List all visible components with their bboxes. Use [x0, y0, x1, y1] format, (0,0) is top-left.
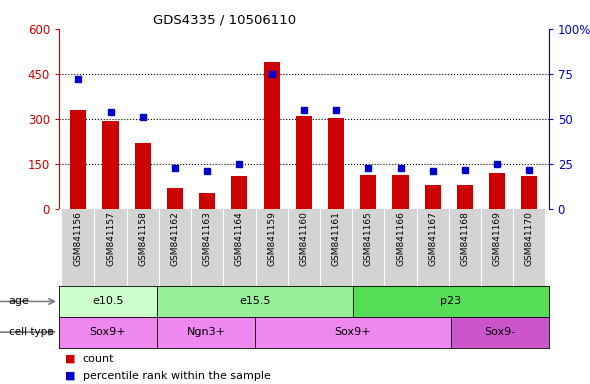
Text: GSM841156: GSM841156: [74, 212, 83, 266]
Bar: [328, 118, 344, 209]
Text: Sox9+: Sox9+: [335, 327, 371, 337]
Text: Ngn3+: Ngn3+: [186, 327, 225, 337]
Text: GSM841168: GSM841168: [460, 212, 470, 266]
Bar: [223, 209, 255, 286]
Bar: [59, 317, 157, 348]
Bar: [360, 175, 376, 209]
Text: Sox9+: Sox9+: [90, 327, 126, 337]
Text: count: count: [83, 354, 114, 364]
Text: GSM841160: GSM841160: [299, 212, 309, 266]
Bar: [255, 209, 288, 286]
Text: GSM841164: GSM841164: [235, 212, 244, 266]
Bar: [191, 209, 223, 286]
Text: cell type: cell type: [9, 327, 54, 337]
Bar: [59, 286, 157, 317]
Text: GSM841166: GSM841166: [396, 212, 405, 266]
Text: age: age: [9, 296, 30, 306]
Text: GDS4335 / 10506110: GDS4335 / 10506110: [153, 13, 296, 26]
Bar: [353, 286, 549, 317]
Text: p23: p23: [440, 296, 461, 306]
Text: Sox9-: Sox9-: [484, 327, 515, 337]
Bar: [489, 173, 505, 209]
Bar: [457, 185, 473, 209]
Bar: [449, 209, 481, 286]
Bar: [385, 209, 417, 286]
Bar: [103, 121, 119, 209]
Bar: [199, 193, 215, 209]
Text: e10.5: e10.5: [92, 296, 124, 306]
Bar: [481, 209, 513, 286]
Bar: [417, 209, 449, 286]
Bar: [296, 116, 312, 209]
Bar: [320, 209, 352, 286]
Bar: [231, 176, 247, 209]
Bar: [157, 317, 255, 348]
Text: ■: ■: [65, 354, 76, 364]
Bar: [159, 209, 191, 286]
Text: GSM841158: GSM841158: [138, 212, 148, 266]
Bar: [392, 175, 408, 209]
Bar: [288, 209, 320, 286]
Bar: [167, 188, 183, 209]
Bar: [513, 209, 546, 286]
Text: GSM841157: GSM841157: [106, 212, 115, 266]
Bar: [127, 209, 159, 286]
Text: GSM841170: GSM841170: [525, 212, 534, 266]
Bar: [70, 110, 86, 209]
Text: GSM841165: GSM841165: [364, 212, 373, 266]
Bar: [255, 317, 451, 348]
Bar: [522, 176, 537, 209]
Text: e15.5: e15.5: [239, 296, 271, 306]
Text: GSM841169: GSM841169: [493, 212, 502, 266]
Bar: [451, 317, 549, 348]
Text: GSM841163: GSM841163: [203, 212, 212, 266]
Bar: [157, 286, 353, 317]
Text: percentile rank within the sample: percentile rank within the sample: [83, 371, 270, 381]
Bar: [94, 209, 127, 286]
Text: GSM841167: GSM841167: [428, 212, 437, 266]
Bar: [352, 209, 385, 286]
Bar: [135, 143, 151, 209]
Bar: [62, 209, 94, 286]
Bar: [425, 185, 441, 209]
Text: ■: ■: [65, 371, 76, 381]
Bar: [264, 62, 280, 209]
Text: GSM841159: GSM841159: [267, 212, 276, 266]
Text: GSM841161: GSM841161: [332, 212, 340, 266]
Text: GSM841162: GSM841162: [171, 212, 179, 266]
